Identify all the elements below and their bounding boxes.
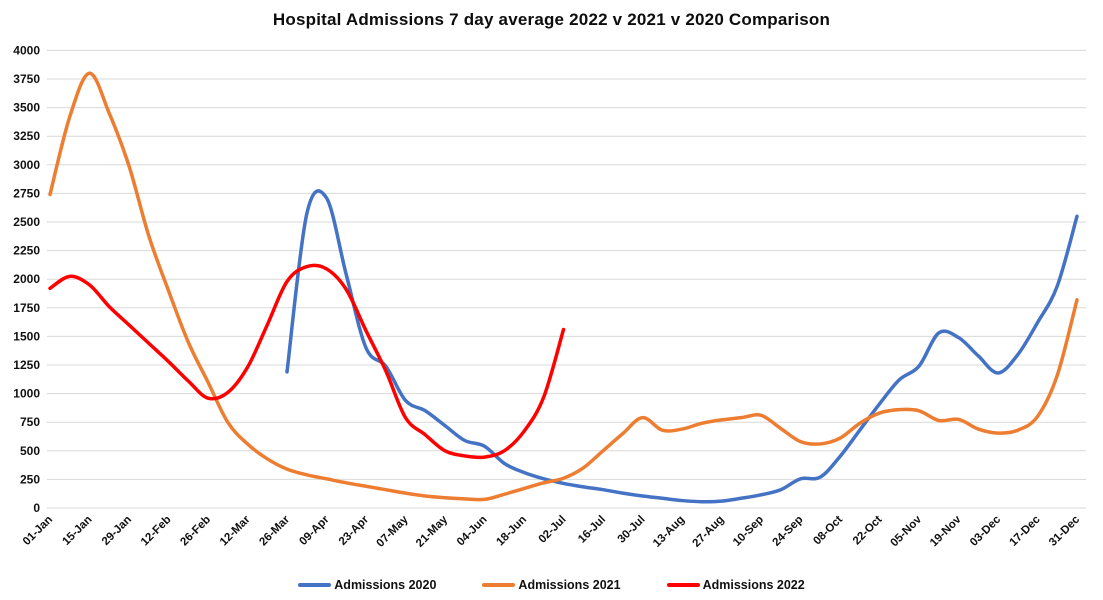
legend-item-admissions-2020[interactable]: Admissions 2020 bbox=[298, 578, 436, 592]
x-axis-tick-label: 30-Jul bbox=[616, 514, 648, 546]
x-axis-tick-label: 10-Sep bbox=[731, 514, 766, 549]
y-axis-tick-label: 2500 bbox=[13, 215, 40, 229]
x-axis-tick-label: 22-Oct bbox=[851, 514, 885, 548]
x-axis-tick-label: 01-Jan bbox=[21, 514, 55, 548]
x-axis: 01-Jan 15-Jan 29-Jan 12-Feb 26-Feb 12-Mar 26-M… bbox=[21, 513, 1083, 549]
y-axis-tick-label: 1000 bbox=[13, 387, 40, 401]
y-axis-tick-label: 3500 bbox=[13, 101, 40, 115]
gridlines bbox=[47, 49, 1086, 509]
legend-label-2021: Admissions 2021 bbox=[518, 578, 621, 592]
x-axis-tick-label: 16-Jul bbox=[576, 514, 608, 546]
x-axis-tick-label: 18-Jun bbox=[494, 514, 529, 549]
y-axis-tick-label: 3250 bbox=[13, 129, 40, 143]
y-axis-tick-label: 0 bbox=[33, 501, 40, 515]
legend: Admissions 2020 Admissions 2021 Admissio… bbox=[0, 578, 1103, 592]
y-axis-tick-label: 2750 bbox=[13, 186, 40, 200]
x-axis-tick-label: 12-Feb bbox=[139, 514, 174, 549]
legend-item-admissions-2021[interactable]: Admissions 2021 bbox=[482, 578, 621, 592]
legend-swatch-2021 bbox=[482, 582, 516, 588]
y-axis-tick-label: 2250 bbox=[13, 244, 40, 258]
x-axis-tick-label: 27-Aug bbox=[691, 514, 727, 550]
x-axis-tick-label: 29-Jan bbox=[100, 514, 134, 548]
y-axis-tick-label: 3000 bbox=[13, 158, 40, 172]
legend-swatch-2020 bbox=[298, 582, 332, 588]
page-title: Hospital Admissions 7 day average 2022 v… bbox=[272, 10, 831, 29]
y-axis-tick-label: 4000 bbox=[13, 43, 40, 57]
series-line-admissions-2022 bbox=[48, 263, 566, 460]
legend-swatch-2022 bbox=[666, 582, 700, 588]
x-axis-tick-label: 17-Dec bbox=[1007, 513, 1043, 549]
x-axis-tick-label: 08-Oct bbox=[811, 514, 845, 548]
y-axis-tick-label: 3750 bbox=[13, 72, 40, 86]
x-axis-tick-label: 05-Nov bbox=[889, 513, 925, 549]
y-axis-tick-label: 250 bbox=[20, 472, 40, 486]
x-axis-tick-label: 24-Sep bbox=[770, 514, 805, 549]
x-axis-tick-label: 15-Jan bbox=[60, 514, 94, 548]
x-axis-tick-label: 23-Apr bbox=[337, 513, 372, 548]
x-axis-tick-label: 03-Dec bbox=[968, 513, 1004, 549]
x-axis-tick-label: 04-Jun bbox=[455, 514, 490, 549]
x-axis-tick-label: 07-May bbox=[375, 513, 411, 549]
series-line-admissions-2021 bbox=[48, 71, 1079, 502]
y-axis-tick-label: 1500 bbox=[13, 329, 40, 343]
legend-item-admissions-2022[interactable]: Admissions 2022 bbox=[666, 578, 805, 592]
series-line-admissions-2020 bbox=[285, 189, 1079, 504]
y-axis-tick-label: 500 bbox=[20, 444, 40, 458]
y-axis-tick-label: 750 bbox=[20, 415, 40, 429]
x-axis-tick-label: 12-Mar bbox=[218, 513, 253, 548]
x-axis-tick-label: 13-Aug bbox=[651, 514, 687, 550]
y-axis-tick-label: 1250 bbox=[13, 358, 40, 372]
x-axis-tick-label: 26-Mar bbox=[257, 513, 292, 548]
y-axis-tick-label: 2000 bbox=[13, 272, 40, 286]
legend-label-2020: Admissions 2020 bbox=[334, 578, 437, 592]
x-axis-tick-label: 02-Jul bbox=[537, 514, 569, 546]
y-axis-tick-label: 1750 bbox=[13, 301, 40, 315]
legend-label-2022: Admissions 2022 bbox=[702, 578, 805, 592]
y-axis: 0 250 500 750 1000 1250 1500 1750 2000 2250 2500 27… bbox=[13, 43, 40, 515]
x-axis-tick-label: 21-May bbox=[414, 513, 450, 549]
x-axis-tick-label: 31-Dec bbox=[1047, 513, 1083, 549]
x-axis-tick-label: 09-Apr bbox=[297, 513, 332, 548]
x-axis-tick-label: 26-Feb bbox=[178, 514, 213, 549]
x-axis-tick-label: 19-Nov bbox=[928, 513, 964, 549]
